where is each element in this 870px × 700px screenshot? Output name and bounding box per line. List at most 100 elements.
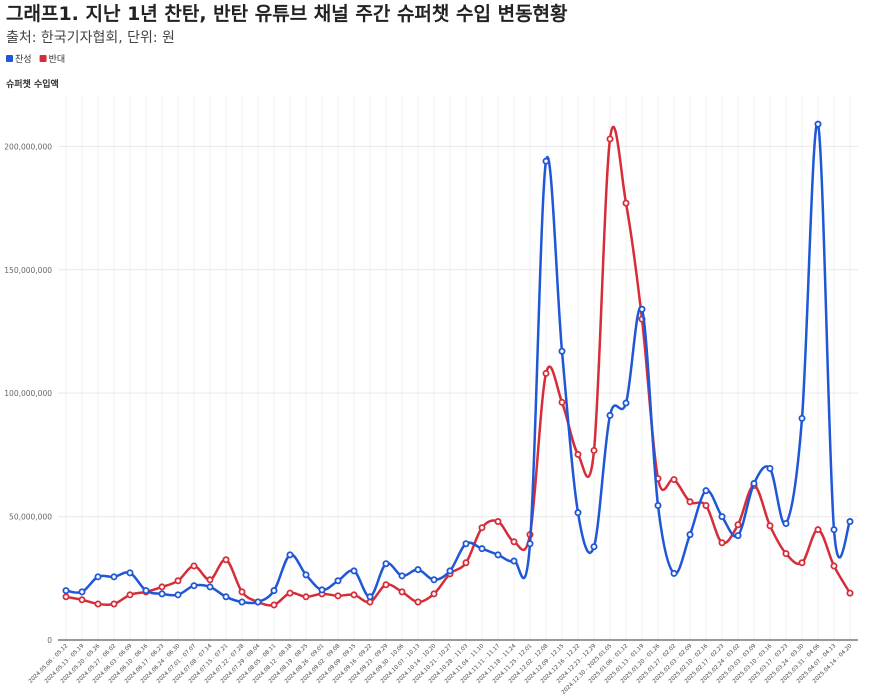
data-point xyxy=(734,532,742,540)
data-point xyxy=(462,559,470,567)
data-point xyxy=(286,589,294,597)
data-point xyxy=(830,562,838,570)
data-point xyxy=(526,540,534,548)
data-point xyxy=(366,593,374,601)
legend-label: 반대 xyxy=(49,54,66,65)
data-point xyxy=(206,576,214,584)
data-point xyxy=(462,540,470,548)
data-point xyxy=(622,199,630,207)
data-point xyxy=(750,480,758,488)
data-point xyxy=(158,590,166,598)
data-point xyxy=(542,157,550,165)
data-point xyxy=(270,601,278,609)
data-point xyxy=(94,600,102,608)
data-point xyxy=(686,498,694,506)
data-point xyxy=(414,566,422,574)
legend-swatch xyxy=(39,55,47,62)
data-point xyxy=(206,583,214,591)
data-point xyxy=(542,369,550,377)
data-point xyxy=(782,520,790,528)
data-point xyxy=(174,577,182,585)
data-point xyxy=(174,591,182,599)
data-point xyxy=(382,560,390,568)
data-point xyxy=(846,589,854,597)
data-point xyxy=(718,539,726,547)
data-point xyxy=(606,135,614,143)
data-point xyxy=(478,524,486,532)
legend-label: 찬성 xyxy=(15,54,32,65)
data-point xyxy=(286,551,294,559)
data-point xyxy=(350,567,358,575)
data-point xyxy=(638,305,646,313)
data-point xyxy=(430,590,438,598)
y-tick-label: 100,000,000 xyxy=(4,389,52,398)
data-point xyxy=(590,446,598,454)
data-point xyxy=(510,538,518,546)
data-point xyxy=(670,476,678,484)
data-point xyxy=(814,120,822,128)
data-point xyxy=(702,487,710,495)
series-line xyxy=(65,122,852,605)
data-point xyxy=(670,569,678,577)
data-point xyxy=(558,398,566,406)
data-point xyxy=(110,600,118,608)
data-point xyxy=(238,598,246,606)
y-axis-title: 슈퍼챗 수입액 xyxy=(6,78,59,90)
data-point xyxy=(222,556,230,564)
data-point xyxy=(334,592,342,600)
data-point xyxy=(126,569,134,577)
data-point xyxy=(142,587,150,595)
data-point xyxy=(62,587,70,595)
data-point xyxy=(574,450,582,458)
data-point xyxy=(606,411,614,419)
data-point xyxy=(734,521,742,529)
data-point xyxy=(126,591,134,599)
y-tick-label: 200,000,000 xyxy=(4,142,52,151)
data-point xyxy=(350,591,358,599)
data-point xyxy=(846,518,854,526)
data-point xyxy=(78,588,86,596)
data-point xyxy=(238,588,246,596)
data-point xyxy=(62,593,70,601)
data-point xyxy=(430,576,438,584)
data-point xyxy=(814,526,822,534)
chart-subtitle: 출처: 한국기자협회, 단위: 원 xyxy=(6,30,175,46)
data-point xyxy=(798,559,806,567)
data-point xyxy=(302,571,310,579)
data-point xyxy=(574,509,582,517)
data-point xyxy=(334,577,342,585)
data-point xyxy=(446,567,454,575)
data-point xyxy=(398,572,406,580)
data-point xyxy=(414,598,422,606)
data-point xyxy=(766,464,774,472)
data-point xyxy=(622,399,630,407)
data-point xyxy=(158,583,166,591)
data-point xyxy=(222,593,230,601)
data-point xyxy=(382,581,390,589)
data-point xyxy=(798,414,806,422)
data-point xyxy=(110,573,118,581)
data-point xyxy=(718,513,726,521)
data-point xyxy=(558,347,566,355)
data-point xyxy=(782,550,790,558)
data-point xyxy=(78,596,86,604)
data-point xyxy=(318,586,326,594)
data-point xyxy=(766,522,774,530)
data-point xyxy=(654,501,662,509)
data-point xyxy=(302,593,310,601)
data-point xyxy=(830,526,838,534)
legend-swatch xyxy=(6,55,13,62)
chart-title: 그래프1. 지난 1년 찬탄, 반탄 유튜브 채널 주간 슈퍼챗 수입 변동현황 xyxy=(6,2,568,25)
y-tick-label: 0 xyxy=(47,636,52,645)
y-tick-label: 50,000,000 xyxy=(9,513,52,522)
data-point xyxy=(510,557,518,565)
data-point xyxy=(254,598,262,606)
data-point xyxy=(494,551,502,559)
data-point xyxy=(398,588,406,596)
data-point xyxy=(94,573,102,581)
data-point xyxy=(702,501,710,509)
data-point xyxy=(190,562,198,570)
data-point xyxy=(270,587,278,595)
